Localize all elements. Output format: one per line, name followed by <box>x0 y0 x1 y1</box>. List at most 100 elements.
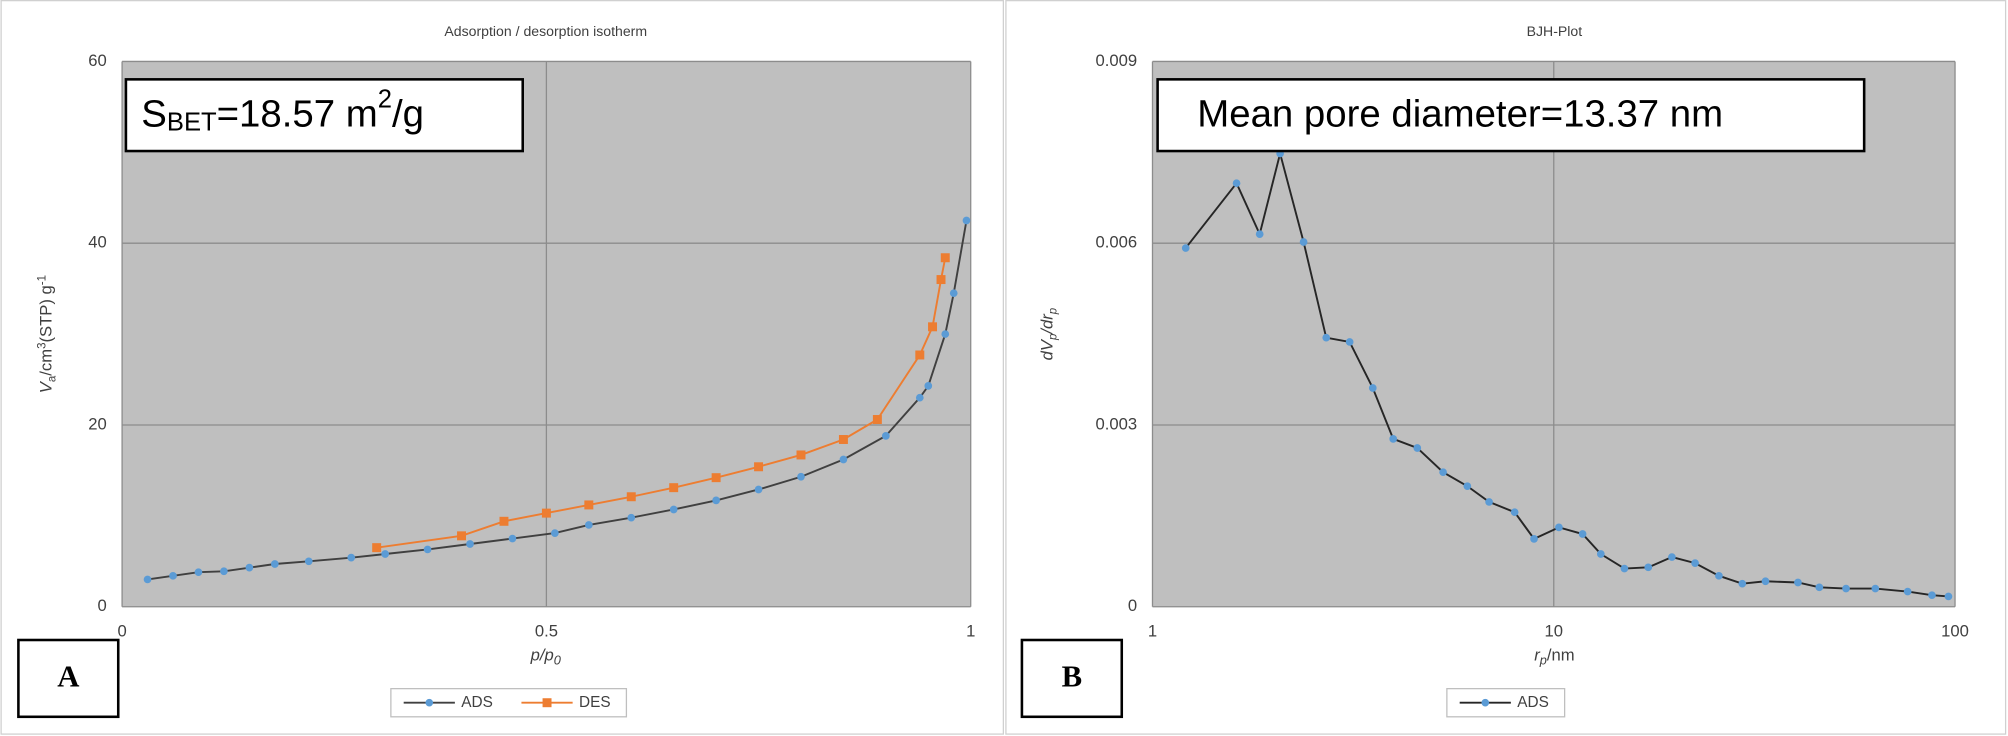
x-tick-label: 0.5 <box>535 622 558 641</box>
annotation: SBET=18.57 m2/g <box>141 86 424 137</box>
data-point <box>347 553 356 562</box>
x-axis-label-part: p/p <box>530 645 554 664</box>
data-point <box>1232 179 1241 188</box>
y-axis-label-part: 3 <box>36 343 48 349</box>
data-point <box>466 540 474 548</box>
legend-marker <box>1481 698 1490 707</box>
data-point <box>381 550 389 558</box>
data-point <box>169 571 177 580</box>
data-point <box>220 567 228 576</box>
y-axis-label-part: /dr <box>1038 313 1057 335</box>
legend-label: DES <box>579 694 611 711</box>
data-point <box>1715 571 1723 580</box>
data-point <box>1644 563 1653 572</box>
y-axis-label-part: a <box>47 375 59 382</box>
data-point <box>1255 230 1264 238</box>
data-point <box>1345 338 1354 346</box>
data-point <box>1691 559 1699 567</box>
series-line <box>376 257 947 549</box>
x-axis-label-part: 0 <box>554 652 561 667</box>
data-point <box>627 513 636 522</box>
data-point <box>1815 583 1824 592</box>
annotation-part: S <box>141 93 167 136</box>
annotation: Mean pore diameter=13.37 nm <box>1197 93 1723 136</box>
data-point <box>584 521 593 529</box>
annotation-part: BET <box>167 109 217 137</box>
x-axis-label-part: r <box>1534 645 1541 664</box>
data-point <box>711 473 721 483</box>
data-point <box>1668 553 1676 561</box>
x-tick-label: 100 <box>1941 622 1969 641</box>
y-tick-label: 0.006 <box>1096 233 1138 252</box>
data-point <box>1620 564 1629 573</box>
annotation-box <box>124 78 524 153</box>
data-point <box>949 289 958 298</box>
data-point <box>928 322 938 332</box>
y-axis-label-part: dV <box>1038 338 1057 360</box>
data-point <box>839 455 848 464</box>
y-axis-label-part: V <box>37 380 56 393</box>
x-axis-label-part: /nm <box>1547 645 1575 664</box>
data-point <box>1903 587 1912 596</box>
annotation-part: =18.57 m <box>217 93 378 136</box>
data-point <box>1842 584 1850 593</box>
data-point <box>499 516 509 526</box>
y-tick-label: 0.009 <box>1096 51 1138 70</box>
data-point <box>669 483 679 493</box>
series-line <box>147 220 968 581</box>
x-tick-label: 0 <box>117 622 126 641</box>
chart-title: BJH-Plot <box>1527 23 1583 39</box>
data-point <box>941 330 950 338</box>
panel-label: A <box>57 660 79 694</box>
data-point <box>551 529 559 537</box>
y-tick-label: 0 <box>97 596 106 615</box>
data-point <box>304 557 313 566</box>
chart-title: Adsorption / desorption isotherm <box>444 23 647 39</box>
data-point <box>1530 535 1538 543</box>
data-point <box>915 393 924 402</box>
data-point <box>962 216 971 225</box>
legend-marker <box>425 698 434 707</box>
data-point <box>838 435 848 444</box>
annotation-part: /g <box>392 93 424 136</box>
data-point <box>626 492 636 502</box>
x-axis-label-part: p <box>1539 652 1547 667</box>
data-point <box>541 508 551 518</box>
data-point <box>194 568 203 577</box>
data-point <box>1322 333 1331 342</box>
annotation-box <box>1156 78 1866 153</box>
x-tick-label: 10 <box>1545 622 1564 641</box>
data-point <box>1596 550 1605 558</box>
annotation-part: 2 <box>378 86 392 114</box>
y-axis-label-part: (STP) g <box>37 285 56 342</box>
data-point <box>1871 584 1880 593</box>
data-point <box>1510 508 1519 517</box>
y-axis-label-part: p <box>1047 333 1059 341</box>
data-point <box>936 275 946 285</box>
data-point <box>882 432 890 440</box>
y-tick-label: 0.003 <box>1096 414 1138 433</box>
legend-label: ADS <box>1517 694 1549 711</box>
data-point <box>143 575 152 584</box>
y-axis-label-part: /cm <box>37 349 56 376</box>
x-axis-label: rp/nm <box>1534 645 1574 667</box>
data-point <box>1578 530 1587 538</box>
panel-label-box <box>17 638 120 719</box>
data-point <box>584 500 594 510</box>
data-point <box>1181 244 1190 252</box>
data-point <box>1463 482 1472 490</box>
y-axis-label: Va/cm3(STP) g-1 <box>36 275 58 393</box>
data-point <box>1389 435 1398 443</box>
data-point <box>754 485 763 494</box>
data-point <box>940 253 950 263</box>
data-point <box>754 462 764 472</box>
data-point <box>372 543 382 553</box>
data-point <box>1439 468 1447 477</box>
data-point <box>1761 577 1770 586</box>
data-point <box>1555 523 1563 532</box>
x-tick-label: 1 <box>1148 622 1157 641</box>
data-point <box>796 450 806 460</box>
x-tick-label: 1 <box>966 622 975 641</box>
data-point <box>1413 444 1422 452</box>
